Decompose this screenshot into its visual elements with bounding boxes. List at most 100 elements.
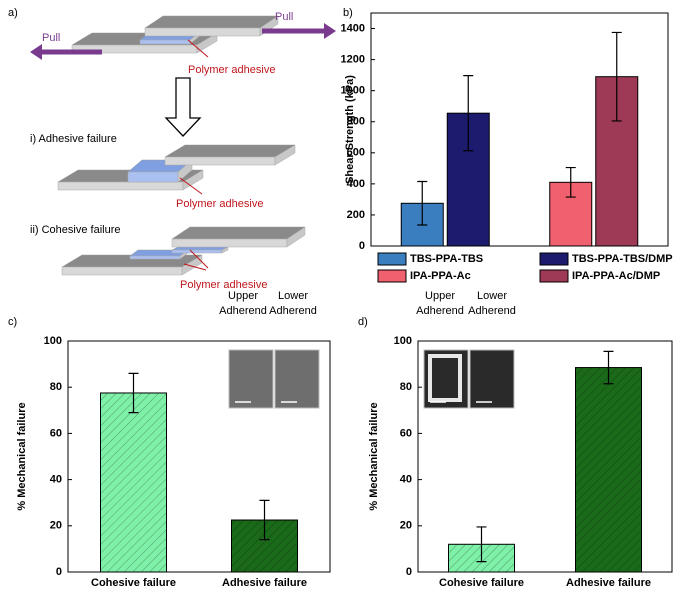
pull-label: Pull xyxy=(275,11,293,23)
pointer-line xyxy=(179,177,203,195)
pointer-line xyxy=(183,263,207,271)
error-bar xyxy=(476,526,487,563)
y-axis-label: Shear Strength (kPa) xyxy=(344,75,356,184)
legend-label: TBS-PPA-TBS xyxy=(410,253,483,265)
error-bar xyxy=(259,499,270,541)
inset-label: Upper xyxy=(425,290,455,302)
inset-image xyxy=(274,349,320,409)
inset-label: Lower xyxy=(477,290,507,302)
error-bar xyxy=(128,372,139,414)
legend-swatch xyxy=(377,252,407,266)
slab-top xyxy=(164,144,296,158)
x-tick-label: Cohesive failure xyxy=(439,577,524,589)
error-bar xyxy=(603,350,614,385)
down-arrow xyxy=(164,77,202,137)
slab-front xyxy=(171,249,223,254)
slab-front xyxy=(171,238,288,248)
axes-frame xyxy=(370,12,669,247)
slab xyxy=(164,144,296,166)
y-tick-label: 1400 xyxy=(341,22,365,34)
slab-front xyxy=(129,255,181,260)
inset-image xyxy=(228,349,274,409)
y-tick-label: 20 xyxy=(400,520,412,532)
y-tick-label: 100 xyxy=(44,335,62,347)
slab xyxy=(144,15,279,37)
axes-frame xyxy=(417,340,673,573)
slab-side xyxy=(182,169,204,191)
x-tick-label: Adhesive failure xyxy=(222,577,307,589)
panel-label: a) xyxy=(8,7,18,19)
y-tick-label: 200 xyxy=(347,209,365,221)
slab-front xyxy=(144,27,261,37)
arrow-head xyxy=(324,23,336,39)
panel-label: c) xyxy=(8,316,17,328)
y-tick-label: 60 xyxy=(400,427,412,439)
y-tick-label: 20 xyxy=(50,520,62,532)
slab-front xyxy=(57,181,184,191)
bar xyxy=(595,76,639,247)
legend-swatch xyxy=(539,269,569,283)
error-bar xyxy=(417,180,428,226)
y-tick-label: 1200 xyxy=(341,54,365,66)
slab xyxy=(171,246,229,254)
legend-label: IPA-PPA-Ac/DMP xyxy=(572,270,660,282)
legend-swatch xyxy=(377,269,407,283)
y-tick-label: 100 xyxy=(394,335,412,347)
legend-swatch xyxy=(539,252,569,266)
y-tick-label: 0 xyxy=(56,566,62,578)
pull-label: Pull xyxy=(42,32,60,44)
slab-front xyxy=(139,39,191,45)
slab-top xyxy=(171,226,306,240)
y-tick-label: 40 xyxy=(400,474,412,486)
y-tick-label: 80 xyxy=(400,381,412,393)
slab-top xyxy=(171,246,229,251)
y-tick-label: 0 xyxy=(406,566,412,578)
x-tick-label: Adhesive failure xyxy=(566,577,651,589)
slab-front xyxy=(127,171,179,183)
legend-label: TBS-PPA-TBS/DMP xyxy=(572,253,673,265)
pointer-line xyxy=(187,39,209,58)
error-bar xyxy=(565,166,576,198)
inset-residue xyxy=(428,354,462,402)
inset-label: Adherend xyxy=(219,305,267,317)
inset-label: Adherend xyxy=(416,305,464,317)
pointer-line xyxy=(189,249,209,269)
failure-mode: i) Adhesive failure xyxy=(30,133,117,145)
failure-mode: ii) Cohesive failure xyxy=(30,224,120,236)
bar xyxy=(575,367,642,573)
inset-label: Upper xyxy=(228,290,258,302)
axes-frame xyxy=(67,340,331,573)
error-bar xyxy=(611,31,622,122)
inset-image xyxy=(469,349,515,409)
x-tick-label: Cohesive failure xyxy=(91,577,176,589)
legend-label: IPA-PPA-Ac xyxy=(410,270,471,282)
adhesive-label: Polymer adhesive xyxy=(188,64,275,76)
arrow-head xyxy=(30,44,42,60)
adhesive-label: Polymer adhesive xyxy=(176,198,263,210)
adhesive-label: Polymer adhesive xyxy=(180,279,267,291)
y-tick-label: 40 xyxy=(50,474,62,486)
slab-front xyxy=(164,156,276,166)
y-tick-label: 80 xyxy=(50,381,62,393)
y-axis-label: % Mechanical failure xyxy=(16,402,28,510)
slab xyxy=(171,226,306,248)
inset-label: Lower xyxy=(278,290,308,302)
bar xyxy=(100,392,167,573)
y-tick-label: 60 xyxy=(50,427,62,439)
panel-label: d) xyxy=(358,316,368,328)
slab-side xyxy=(181,254,203,276)
y-tick-label: 0 xyxy=(359,240,365,252)
y-tick-label: 800 xyxy=(347,116,365,128)
slab-side xyxy=(221,246,229,254)
y-tick-label: 600 xyxy=(347,147,365,159)
y-tick-label: 1000 xyxy=(341,85,365,97)
slab-top xyxy=(144,15,279,29)
inset-label: Adherend xyxy=(468,305,516,317)
slab-side xyxy=(196,32,218,54)
slab-side xyxy=(274,144,296,166)
y-tick-label: 400 xyxy=(347,178,365,190)
error-bar xyxy=(463,74,474,152)
y-axis-label: % Mechanical failure xyxy=(368,402,380,510)
slab-side xyxy=(286,226,306,248)
